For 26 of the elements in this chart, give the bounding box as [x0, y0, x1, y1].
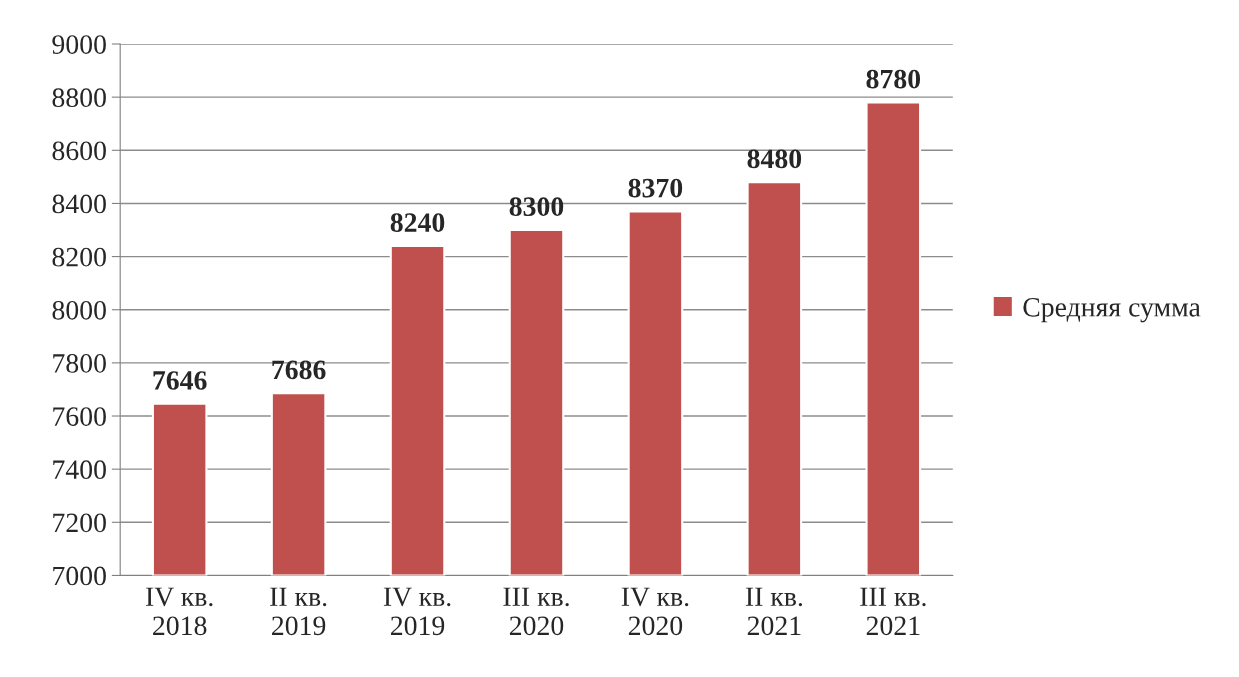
y-tick-label: 8800: [52, 88, 106, 108]
x-tick-label: IV кв. 2020: [621, 587, 689, 636]
x-tick-label: IV кв. 2018: [146, 587, 213, 636]
data-label: 7686: [272, 360, 326, 380]
x-tick-label: III кв. 2021: [860, 587, 926, 636]
y-tick-label: 7400: [53, 460, 106, 480]
data-label: 7646: [153, 371, 207, 390]
y-tick-label: 9000: [52, 35, 106, 54]
data-label: 8780: [866, 69, 921, 89]
data-label: 8300: [509, 197, 564, 217]
y-tick-label: 8600: [52, 141, 106, 161]
x-tick-label: II кв. 2021: [745, 587, 803, 636]
legend-label: Средняя сумма: [1023, 297, 1201, 323]
y-tick-label: 7600: [53, 407, 106, 426]
data-label: 8480: [747, 149, 802, 169]
data-label: 8240: [390, 213, 445, 232]
y-tick-label: 8200: [52, 247, 106, 267]
y-tick-label: 7000: [53, 566, 106, 586]
x-tick-label: II кв. 2019: [270, 587, 327, 636]
y-tick-label: 8000: [52, 300, 106, 320]
y-tick-label: 7800: [53, 354, 106, 373]
x-tick-label: III кв. 2020: [503, 587, 569, 636]
y-tick-label: 7200: [53, 513, 106, 533]
x-tick-label: IV кв. 2019: [383, 587, 451, 636]
data-label: 8370: [628, 178, 683, 198]
y-tick-label: 8400: [52, 194, 106, 214]
